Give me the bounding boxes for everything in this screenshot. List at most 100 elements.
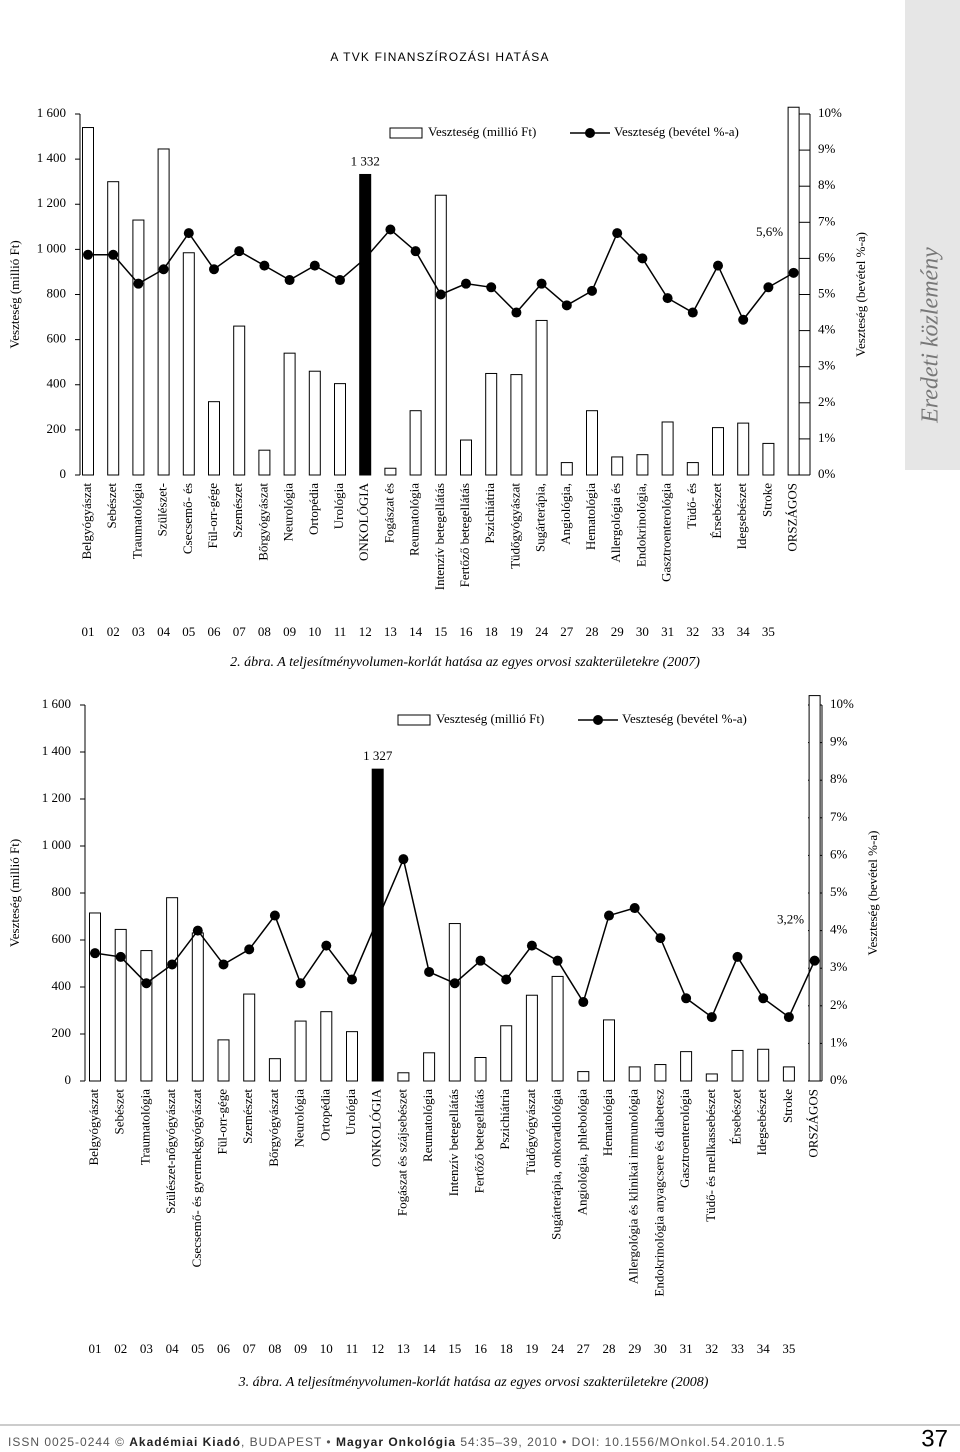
page-number: 37	[921, 1425, 948, 1452]
category-code: 33	[712, 624, 725, 639]
line-point	[662, 293, 673, 304]
line-point	[501, 974, 512, 985]
category-label: Csecsemő- és	[180, 483, 195, 554]
category-code: 01	[89, 1341, 102, 1356]
category-code: 18	[500, 1341, 513, 1356]
category-code: 33	[731, 1341, 744, 1356]
bar	[712, 427, 724, 476]
category-code: 07	[233, 624, 247, 639]
y2-tick-label: 8%	[818, 177, 836, 192]
y-tick-label: 1 600	[42, 696, 71, 711]
line-point	[687, 307, 698, 318]
bar	[731, 1049, 744, 1082]
category-code: 10	[308, 624, 321, 639]
line-point	[372, 914, 383, 925]
line-point	[183, 228, 194, 239]
category-code: 24	[551, 1341, 565, 1356]
bar	[82, 127, 94, 476]
category-code: 27	[560, 624, 574, 639]
category-code: 24	[535, 624, 549, 639]
category-code: 05	[182, 624, 195, 639]
category-label: Tüdőgyógyászat	[523, 1089, 538, 1175]
bar	[397, 1072, 410, 1082]
footer: ISSN 0025-0244 © Akadémiai Kiadó, BUDAPE…	[8, 1435, 785, 1449]
category-code: 12	[359, 624, 372, 639]
line-point	[681, 993, 692, 1004]
category-label: Reumatológia	[407, 483, 422, 556]
legend-marker	[593, 715, 603, 725]
bar	[294, 1020, 307, 1082]
category-label: Endokrinológia anyagcsere és diabetesz	[651, 1089, 666, 1297]
category-code: 02	[114, 1341, 127, 1356]
category-label: Urológia	[331, 483, 346, 529]
bar	[434, 194, 447, 476]
line-point	[209, 264, 219, 275]
y2-tick-label: 9%	[818, 141, 836, 156]
category-code: 04	[157, 624, 171, 639]
category-label: Neurológia	[281, 483, 296, 542]
category-label: ORSZÁGOS	[785, 483, 800, 552]
bar	[808, 695, 821, 1082]
category-label: Szemészet	[230, 483, 245, 538]
y2-axis-title: Veszteség (bevétel %-a)	[853, 232, 868, 357]
category-code: 28	[603, 1341, 616, 1356]
y2-tick-label: 3%	[830, 959, 848, 974]
bar	[89, 912, 101, 1082]
bar	[485, 372, 498, 476]
category-code: 08	[258, 624, 271, 639]
category-code: 31	[661, 624, 674, 639]
y-tick-label: 0	[60, 466, 67, 481]
bar	[268, 1058, 281, 1082]
category-code: 11	[334, 624, 347, 639]
line-point	[424, 966, 435, 977]
category-code: 29	[611, 624, 624, 639]
category-label: Fogászat és	[381, 483, 396, 543]
bar	[787, 106, 800, 476]
footer-publisher: Akadémiai Kiadó	[129, 1435, 241, 1449]
category-label: Ortopédia	[306, 483, 321, 535]
y-tick-label: 400	[47, 376, 67, 391]
category-code: 04	[166, 1341, 180, 1356]
line-point	[218, 959, 229, 970]
category-code: 16	[474, 1341, 488, 1356]
y2-tick-label: 5%	[830, 884, 848, 899]
category-label: Traumatológia	[137, 1089, 152, 1165]
y2-tick-label: 10%	[830, 696, 854, 711]
category-code: 09	[294, 1341, 307, 1356]
category-code: 06	[208, 624, 222, 639]
legend-label: Veszteség (bevétel %-a)	[614, 124, 739, 139]
bar	[757, 1048, 770, 1082]
category-label: Sebészet	[112, 1089, 127, 1135]
category-label: Tüdőgyógyászat	[507, 483, 522, 569]
category-label: Gasztroenterológia	[677, 1089, 692, 1188]
y2-tick-label: 8%	[830, 771, 848, 786]
section-label: Eredeti közlemény	[918, 247, 944, 424]
category-label: Traumatológia	[129, 483, 144, 559]
category-code: 35	[782, 1341, 795, 1356]
line-point	[385, 224, 396, 235]
bar	[114, 928, 127, 1082]
category-label: Szülészet-	[155, 483, 170, 536]
bar	[705, 1073, 718, 1082]
bar	[636, 454, 649, 476]
y-tick-label: 400	[52, 978, 72, 993]
y-tick-label: 1 200	[42, 790, 71, 805]
footer-city: , BUDAPEST •	[241, 1435, 332, 1449]
line-point	[449, 978, 460, 989]
category-label: ONKOLÓGIA	[356, 482, 371, 561]
y-tick-label: 200	[52, 1025, 72, 1040]
y-tick-label: 200	[47, 421, 67, 436]
bar	[603, 1019, 615, 1082]
y2-tick-label: 0%	[818, 466, 836, 481]
category-code: 19	[510, 624, 523, 639]
line-point	[360, 253, 371, 264]
category-label: Fogászat és szájsebészet	[394, 1089, 409, 1216]
line-point	[259, 260, 270, 271]
bar	[208, 401, 220, 476]
line-point	[706, 1012, 717, 1023]
category-label: Bőrgyógyászat	[255, 483, 270, 561]
y2-tick-label: 3%	[818, 358, 836, 373]
bar	[233, 325, 246, 476]
legend-label: Veszteség (bevétel %-a)	[622, 711, 747, 726]
